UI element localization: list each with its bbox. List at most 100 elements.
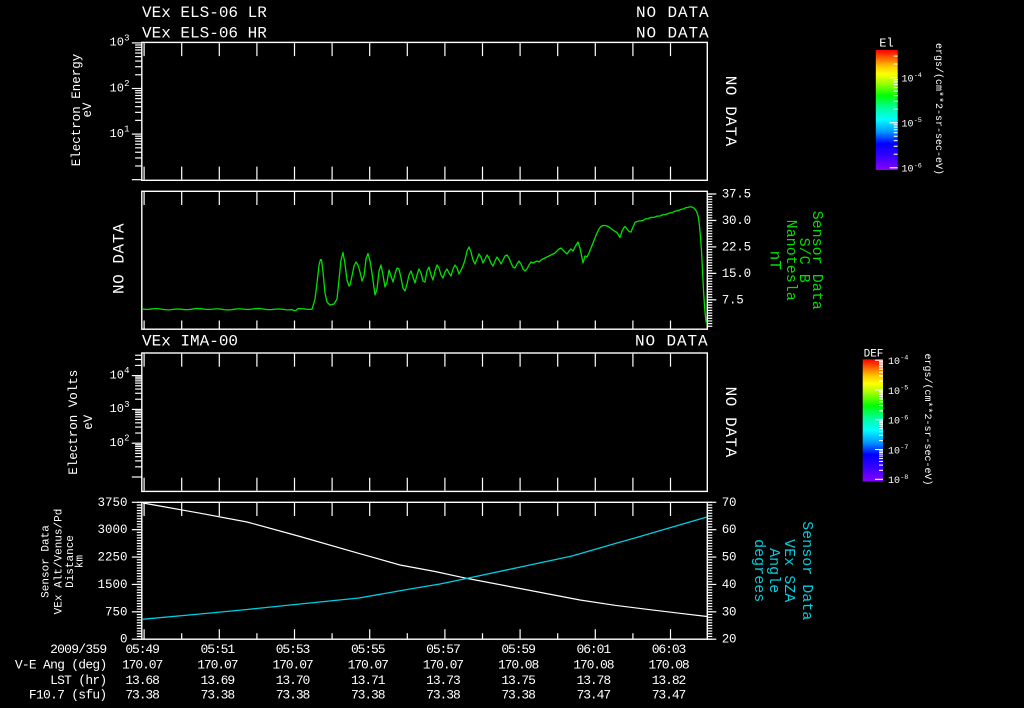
svg-text:LST (hr): LST (hr) [50,673,106,688]
svg-text:4: 4 [124,366,129,376]
svg-text:Electron Volts: Electron Volts [67,370,81,475]
svg-text:-7: -7 [900,444,908,452]
svg-text:-8: -8 [900,474,908,482]
svg-text:10: 10 [888,417,900,428]
svg-text:Sensor Data: Sensor Data [41,525,53,598]
svg-text:NO DATA: NO DATA [635,333,709,351]
svg-text:7.5: 7.5 [722,293,744,307]
svg-text:10: 10 [888,387,900,398]
svg-text:13.70: 13.70 [276,673,310,688]
svg-text:10: 10 [110,127,124,141]
svg-text:73.38: 73.38 [276,688,310,703]
svg-text:degrees: degrees [750,539,767,602]
svg-text:40: 40 [722,578,737,592]
svg-text:05:55: 05:55 [351,642,385,657]
svg-text:Distance: Distance [65,535,77,588]
svg-text:13.73: 13.73 [426,673,460,688]
svg-text:05:59: 05:59 [501,642,535,657]
svg-text:20: 20 [722,633,737,647]
svg-text:50: 50 [722,551,737,565]
svg-text:VEx IMA-00: VEx IMA-00 [142,333,238,351]
svg-text:NO DATA: NO DATA [721,387,739,458]
svg-text:10: 10 [888,357,900,368]
svg-text:10: 10 [110,436,124,450]
svg-text:170.07: 170.07 [197,658,238,673]
svg-text:3: 3 [124,33,129,43]
svg-text:73.38: 73.38 [201,688,235,703]
svg-text:3750: 3750 [97,496,127,510]
svg-text:10: 10 [902,165,914,176]
svg-text:30.0: 30.0 [722,214,751,228]
svg-text:nT: nT [766,251,784,270]
svg-text:22.5: 22.5 [722,240,751,254]
svg-text:eV: eV [81,102,95,118]
svg-text:170.08: 170.08 [648,658,689,673]
svg-text:3000: 3000 [97,523,127,537]
svg-text:73.38: 73.38 [501,688,535,703]
svg-text:2250: 2250 [97,551,127,565]
svg-text:VEx SZA: VEx SZA [780,539,797,602]
svg-text:73.38: 73.38 [125,688,159,703]
svg-text:10: 10 [888,446,900,457]
svg-text:ergs/(cm**2-sr-sec-eV): ergs/(cm**2-sr-sec-eV) [921,353,933,485]
svg-text:13.69: 13.69 [201,673,235,688]
svg-text:1500: 1500 [97,578,127,592]
svg-text:-5: -5 [900,384,908,392]
svg-text:Electron Energy: Electron Energy [70,53,84,166]
svg-text:2009/359: 2009/359 [50,642,106,657]
svg-text:3: 3 [124,400,129,410]
svg-text:NO DATA: NO DATA [111,223,129,294]
svg-text:VEx ELS-06 LR: VEx ELS-06 LR [142,4,267,22]
svg-text:V-E Ang (deg): V-E Ang (deg) [15,658,107,673]
svg-text:10: 10 [110,81,124,95]
svg-text:Sensor Data: Sensor Data [798,521,815,620]
svg-text:-6: -6 [900,414,908,422]
svg-text:10: 10 [902,74,914,85]
svg-text:10: 10 [110,36,124,50]
svg-text:10: 10 [110,368,124,382]
svg-text:13.75: 13.75 [501,673,535,688]
svg-text:170.07: 170.07 [122,658,163,673]
svg-text:Nanotesla: Nanotesla [782,220,799,301]
svg-text:0: 0 [120,633,128,647]
svg-text:170.07: 170.07 [348,658,389,673]
svg-text:750: 750 [105,605,128,619]
svg-text:ergs/(cm**2-sr-sec-eV): ergs/(cm**2-sr-sec-eV) [932,43,944,175]
svg-text:-6: -6 [914,162,922,170]
svg-text:NO DATA: NO DATA [636,4,710,22]
svg-text:05:57: 05:57 [426,642,460,657]
svg-text:05:53: 05:53 [276,642,310,657]
svg-text:El: El [879,36,893,50]
svg-text:NO DATA: NO DATA [636,24,710,42]
svg-text:60: 60 [722,523,737,537]
svg-text:170.07: 170.07 [423,658,464,673]
svg-text:2: 2 [124,79,129,89]
svg-text:06:03: 06:03 [652,642,686,657]
svg-text:170.07: 170.07 [272,658,313,673]
svg-text:km: km [75,555,87,569]
svg-text:05:51: 05:51 [201,642,236,657]
svg-text:1: 1 [124,124,129,134]
svg-text:10: 10 [902,120,914,131]
svg-text:73.38: 73.38 [351,688,385,703]
svg-text:VEx ELS-06 HR: VEx ELS-06 HR [142,24,267,42]
svg-text:-4: -4 [914,72,922,80]
svg-text:VEx Alt/Venus/Pd: VEx Alt/Venus/Pd [54,509,66,615]
svg-text:30: 30 [722,605,737,619]
svg-text:13.78: 13.78 [577,673,611,688]
svg-text:10: 10 [110,402,124,416]
svg-text:10: 10 [888,476,900,487]
svg-text:70: 70 [722,496,737,510]
svg-text:F10.7 (sfu): F10.7 (sfu) [29,688,107,703]
svg-text:NO DATA: NO DATA [721,76,739,147]
svg-text:Sensor Data: Sensor Data [808,211,825,310]
svg-text:15.0: 15.0 [722,267,751,281]
svg-text:170.08: 170.08 [573,658,614,673]
svg-text:05:49: 05:49 [125,642,159,657]
svg-text:170.08: 170.08 [498,658,539,673]
svg-text:S/C B: S/C B [795,238,812,283]
svg-text:06:01: 06:01 [577,642,612,657]
svg-text:37.5: 37.5 [722,188,751,202]
svg-text:13.68: 13.68 [125,673,159,688]
svg-text:13.82: 13.82 [652,673,686,688]
